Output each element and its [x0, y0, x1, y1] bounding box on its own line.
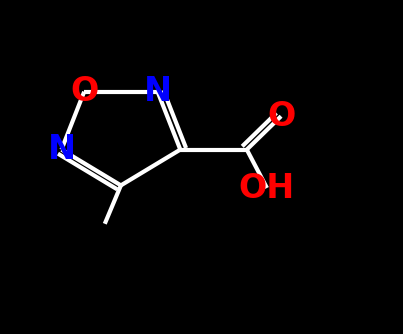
- Text: O: O: [267, 100, 295, 133]
- Text: N: N: [48, 133, 75, 166]
- Text: OH: OH: [239, 171, 295, 204]
- Text: O: O: [70, 75, 98, 108]
- Text: N: N: [143, 75, 172, 108]
